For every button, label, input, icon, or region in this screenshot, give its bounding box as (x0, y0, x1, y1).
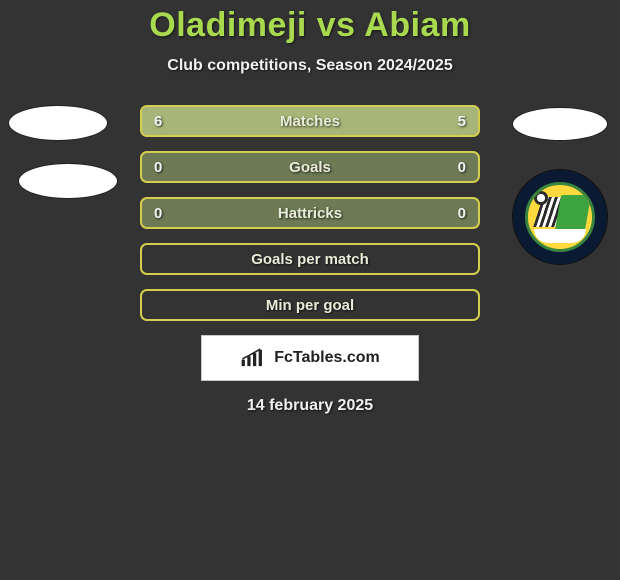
page-subtitle: Club competitions, Season 2024/2025 (0, 57, 620, 75)
stat-label: Min per goal (142, 297, 478, 314)
stat-label: Hattricks (142, 205, 478, 222)
stat-value-right: 5 (458, 113, 466, 130)
stat-value-right: 0 (458, 205, 466, 222)
page-title: Oladimeji vs Abiam (0, 0, 620, 45)
brand-badge[interactable]: FcTables.com (201, 335, 419, 381)
player-left-avatar-2 (18, 163, 118, 199)
stat-row-matches: 6Matches5 (140, 105, 480, 137)
brand-label: FcTables.com (274, 349, 380, 367)
stat-label: Goals per match (142, 251, 478, 268)
stat-row-goals-per-match: Goals per match (140, 243, 480, 275)
player-right-avatar (512, 107, 608, 141)
comparison-content: 6Matches50Goals00Hattricks0Goals per mat… (0, 105, 620, 415)
chart-icon (240, 347, 266, 369)
stat-row-hattricks: 0Hattricks0 (140, 197, 480, 229)
stat-value-right: 0 (458, 159, 466, 176)
snapshot-date: 14 february 2025 (0, 397, 620, 415)
stat-rows: 6Matches50Goals00Hattricks0Goals per mat… (140, 105, 480, 321)
player-left-avatar-1 (8, 105, 108, 141)
stat-label: Matches (142, 113, 478, 130)
stat-label: Goals (142, 159, 478, 176)
stat-row-goals: 0Goals0 (140, 151, 480, 183)
stat-row-min-per-goal: Min per goal (140, 289, 480, 321)
club-crest-icon (512, 169, 608, 265)
